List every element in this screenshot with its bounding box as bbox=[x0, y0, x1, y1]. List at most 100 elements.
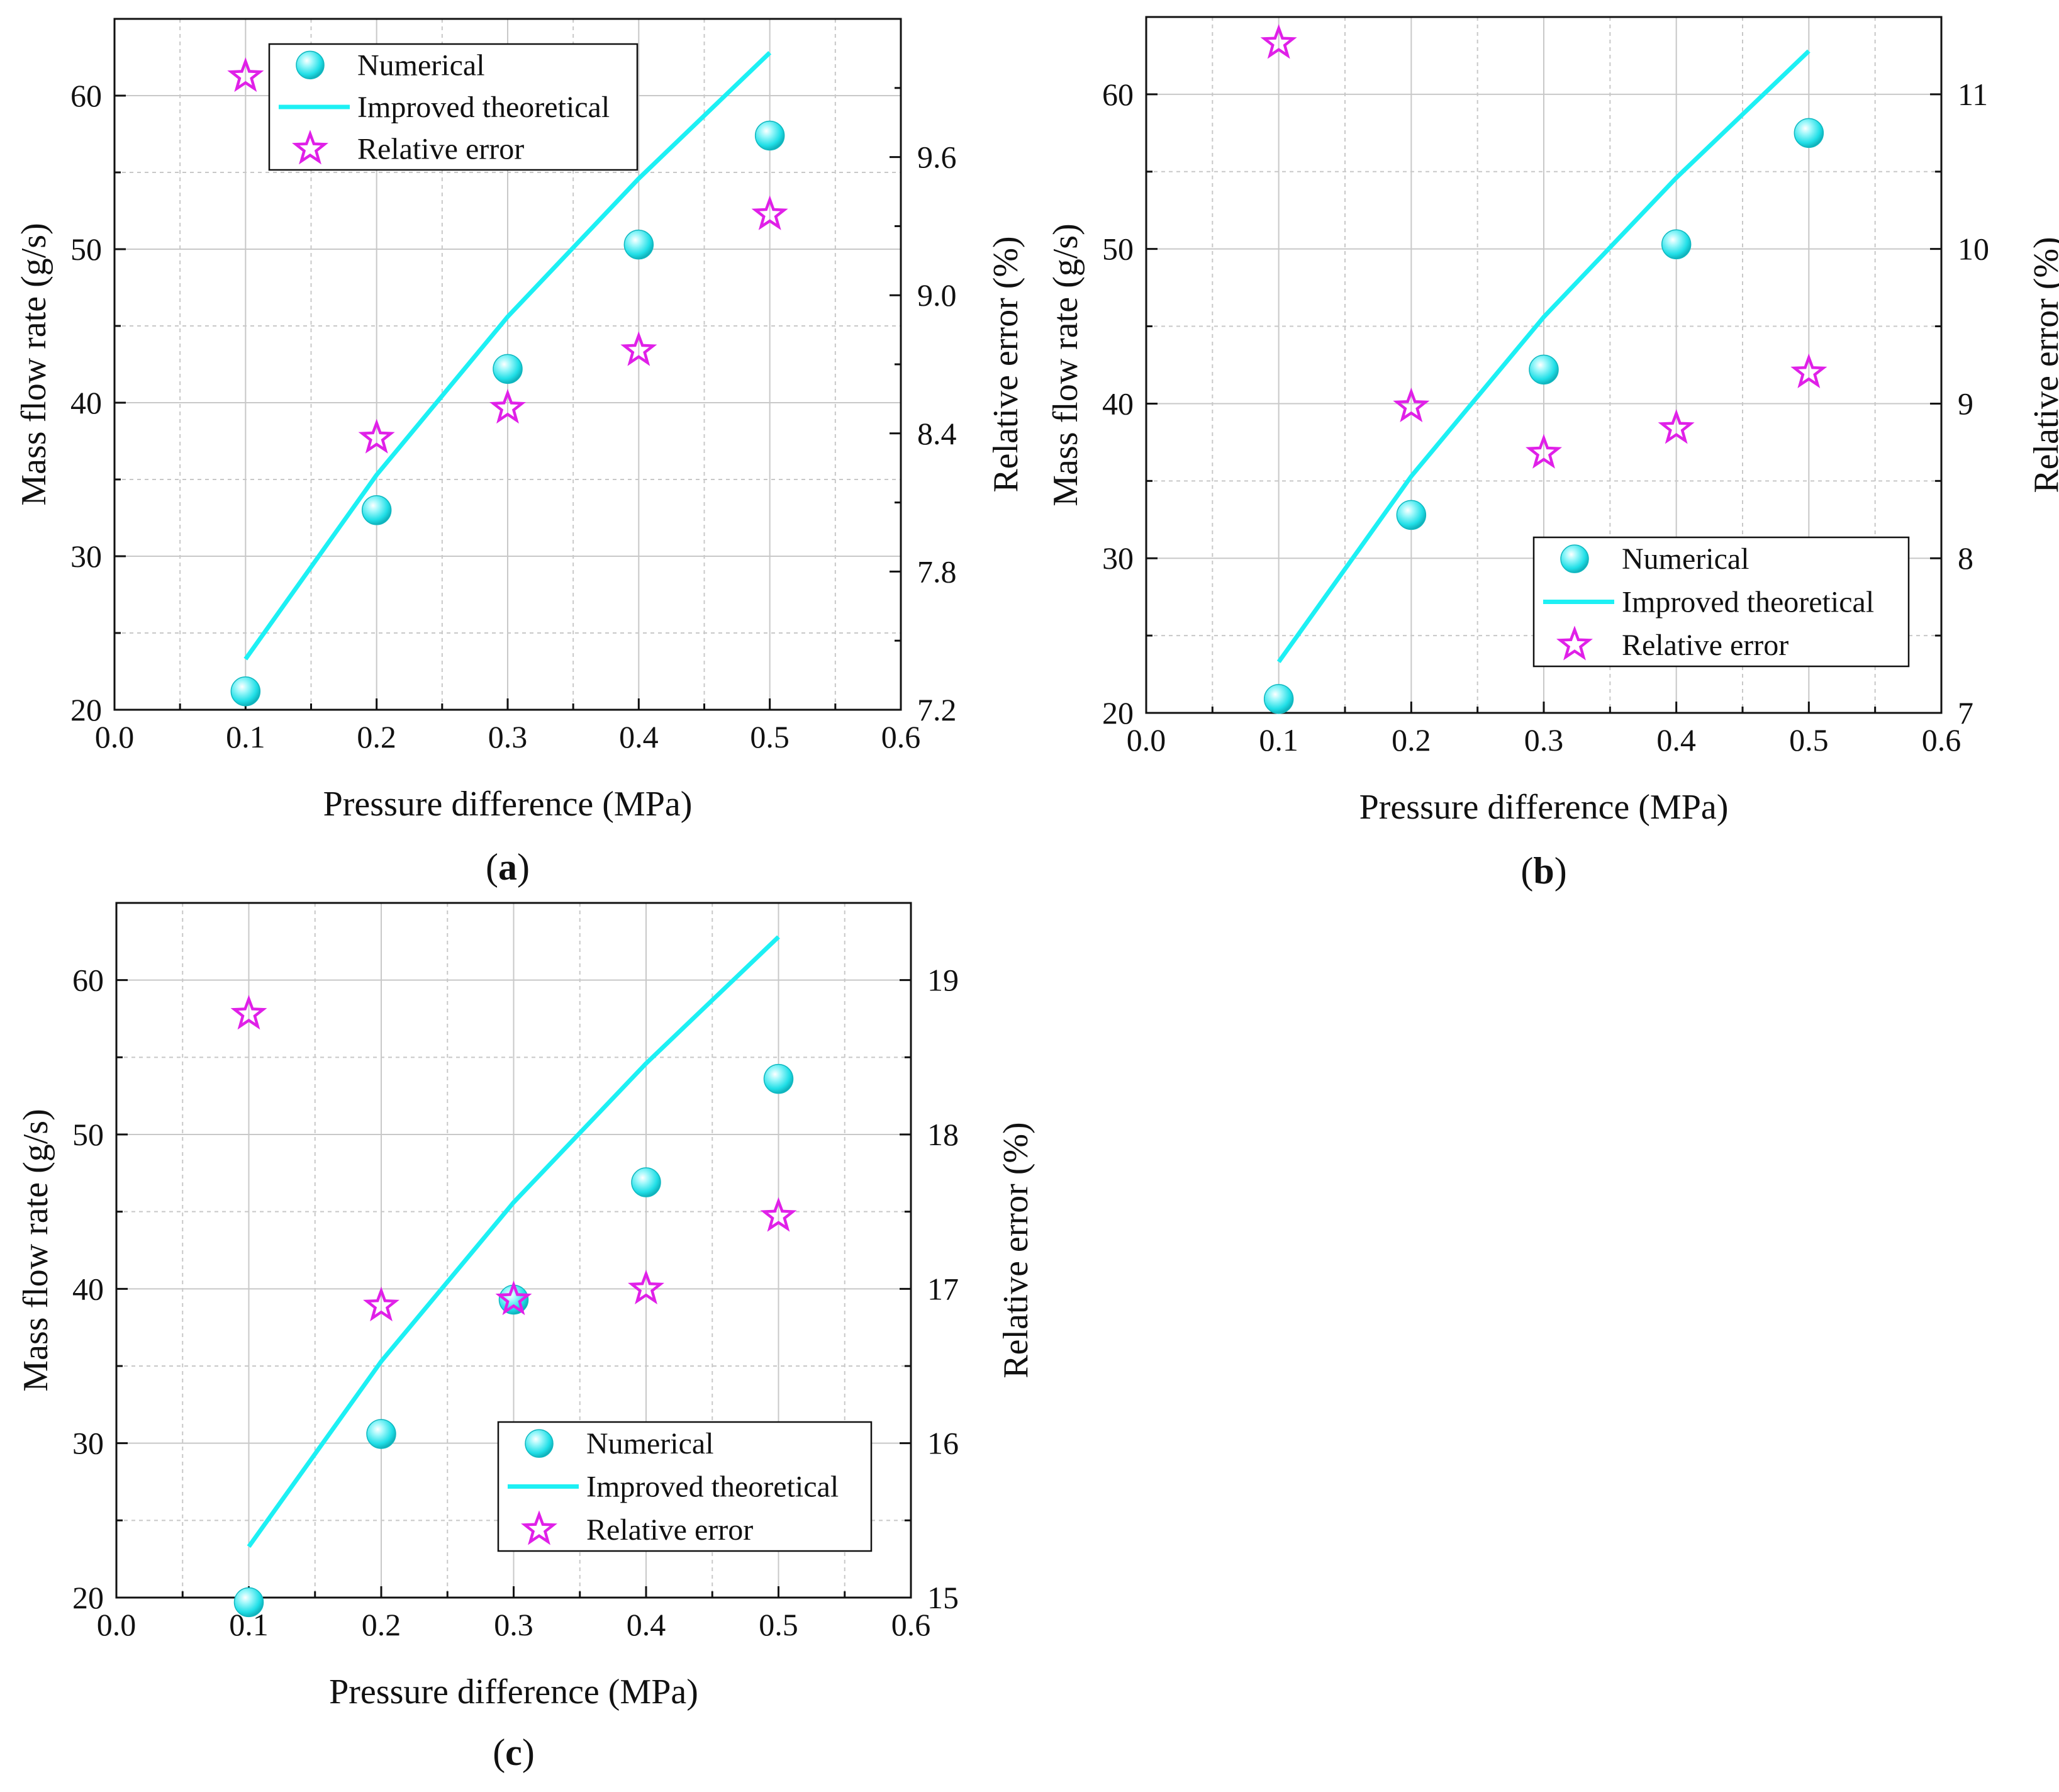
x-tick-label: 0.2 bbox=[1392, 722, 1431, 758]
y-tick-label: 20 bbox=[70, 692, 102, 727]
relative-error-point bbox=[1393, 387, 1430, 423]
y-tick-label: 20 bbox=[72, 1580, 104, 1615]
relative-error-point bbox=[1526, 434, 1562, 469]
y2-axis-title: Relative error (%) bbox=[2027, 237, 2059, 493]
series-line bbox=[243, 51, 772, 661]
numerical-point bbox=[1794, 118, 1824, 148]
series-star bbox=[227, 57, 788, 454]
y-tick-label: 50 bbox=[72, 1117, 104, 1152]
numerical-point bbox=[754, 120, 785, 151]
x-tick-label: 0.6 bbox=[891, 1607, 931, 1642]
relative-error-point bbox=[1658, 409, 1695, 444]
y-tick-label: 60 bbox=[70, 78, 102, 113]
numerical-point bbox=[1661, 229, 1692, 260]
panel-label: (c) bbox=[493, 1732, 535, 1773]
legend-star-marker bbox=[1556, 625, 1593, 661]
y-axis-title: Mass flow rate (g/s) bbox=[1046, 223, 1085, 506]
x-tick-label: 0.4 bbox=[627, 1607, 666, 1642]
y2-tick-label: 10 bbox=[1958, 232, 1989, 267]
y-tick-label: 30 bbox=[72, 1426, 104, 1461]
y-axis-title: Mass flow rate (g/s) bbox=[14, 223, 53, 505]
legend-label: Numerical bbox=[1622, 542, 1749, 576]
legend-label: Relative error bbox=[357, 133, 524, 166]
x-tick-label: 0.5 bbox=[759, 1607, 798, 1642]
legend-label: Numerical bbox=[586, 1427, 714, 1460]
numerical-point bbox=[493, 354, 523, 384]
legend: Numerical Improved theoretical Relative er… bbox=[497, 1421, 873, 1552]
panel-label: (a) bbox=[486, 846, 530, 888]
legend-sphere-marker bbox=[296, 50, 325, 80]
relative-error-point bbox=[1790, 353, 1827, 388]
y-tick-label: 40 bbox=[70, 385, 102, 420]
numerical-point bbox=[1529, 354, 1559, 385]
numerical-point bbox=[1396, 500, 1427, 530]
relative-error-point bbox=[620, 331, 657, 366]
legend: Numerical Improved theoretical Relative er… bbox=[1532, 536, 1910, 668]
relative-error-point bbox=[495, 1280, 532, 1316]
y2-tick-label: 11 bbox=[1958, 77, 1988, 112]
x-tick-label: 0.4 bbox=[1656, 722, 1696, 758]
x-tick-label: 0.6 bbox=[881, 719, 921, 754]
x-axis-title: Pressure difference (MPa) bbox=[1359, 788, 1729, 827]
y-tick-label: 60 bbox=[72, 963, 104, 998]
x-tick-label: 0.5 bbox=[1789, 722, 1829, 758]
x-tick-label: 0.4 bbox=[619, 719, 659, 754]
relative-error-point bbox=[230, 995, 267, 1030]
y-tick-label: 20 bbox=[1102, 695, 1134, 731]
y2-tick-label: 9.6 bbox=[917, 140, 957, 175]
legend-sphere-marker bbox=[1560, 544, 1589, 573]
x-axis-title: Pressure difference (MPa) bbox=[329, 1672, 698, 1711]
panel-label: (b) bbox=[1521, 850, 1566, 892]
series-line bbox=[247, 935, 780, 1548]
y2-tick-label: 15 bbox=[927, 1580, 959, 1615]
numerical-point bbox=[230, 676, 261, 707]
y2-tick-label: 19 bbox=[927, 963, 959, 998]
numerical-point bbox=[623, 229, 654, 260]
series-star bbox=[230, 995, 797, 1321]
legend-label: Relative error bbox=[1622, 629, 1788, 662]
relative-error-point bbox=[227, 57, 264, 92]
series-sphere bbox=[230, 120, 785, 707]
numerical-point bbox=[631, 1167, 661, 1197]
numerical-point bbox=[361, 495, 392, 525]
relative-error-point bbox=[358, 418, 395, 454]
legend-label: Improved theoretical bbox=[586, 1470, 839, 1504]
relative-error-point bbox=[1260, 24, 1297, 59]
y-tick-label: 60 bbox=[1102, 77, 1134, 112]
chart-panel-b: 0.0 0.1 0.2 0.3 0.4 0.5 0.6 20 30 40 50 60 7 8 9 10 11 Pr… bbox=[1046, 16, 2059, 892]
legend-star-marker bbox=[292, 130, 328, 165]
y2-tick-label: 8.4 bbox=[917, 416, 957, 451]
y2-tick-label: 9.0 bbox=[917, 277, 957, 313]
y-tick-label: 30 bbox=[70, 539, 102, 574]
y2-tick-label: 17 bbox=[927, 1271, 959, 1306]
y2-axis-title: Relative error (%) bbox=[986, 236, 1025, 492]
theoretical-line bbox=[1276, 49, 1811, 663]
x-tick-label: 0.5 bbox=[750, 719, 790, 754]
theoretical-line bbox=[243, 51, 772, 661]
numerical-point bbox=[366, 1419, 396, 1449]
series-line bbox=[1276, 49, 1811, 663]
y2-tick-label: 18 bbox=[927, 1117, 959, 1152]
y-tick-label: 30 bbox=[1102, 540, 1134, 576]
x-tick-label: 0.0 bbox=[1127, 722, 1166, 758]
y-tick-label: 40 bbox=[72, 1271, 104, 1306]
y2-tick-label: 8 bbox=[1958, 540, 1973, 576]
theoretical-line bbox=[247, 935, 780, 1548]
x-tick-label: 0.1 bbox=[226, 719, 265, 754]
legend-label: Improved theoretical bbox=[1622, 586, 1874, 619]
x-tick-label: 0.1 bbox=[1259, 722, 1298, 758]
relative-error-point bbox=[363, 1286, 399, 1321]
relative-error-point bbox=[489, 389, 526, 424]
x-tick-label: 0.3 bbox=[1524, 722, 1564, 758]
y2-tick-label: 7 bbox=[1958, 695, 1973, 731]
y-tick-label: 40 bbox=[1102, 386, 1134, 421]
numerical-point bbox=[1263, 684, 1294, 714]
numerical-point bbox=[763, 1063, 794, 1094]
y2-tick-label: 7.8 bbox=[917, 554, 957, 589]
legend-sphere-marker bbox=[525, 1429, 554, 1458]
legend-label: Numerical bbox=[357, 48, 485, 82]
x-tick-label: 0.2 bbox=[357, 719, 396, 754]
legend-star-marker bbox=[521, 1510, 557, 1545]
x-tick-label: 0.0 bbox=[95, 719, 135, 754]
